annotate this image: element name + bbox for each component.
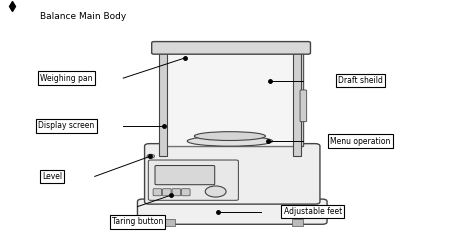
FancyBboxPatch shape <box>172 189 181 196</box>
Text: Taring button: Taring button <box>112 217 163 226</box>
Text: Adjustable feet: Adjustable feet <box>284 207 342 216</box>
Text: Balance Main Body: Balance Main Body <box>40 12 127 21</box>
FancyBboxPatch shape <box>182 189 190 196</box>
Ellipse shape <box>194 132 265 141</box>
Bar <box>167 53 293 146</box>
Circle shape <box>147 154 155 158</box>
Bar <box>164 219 175 226</box>
Ellipse shape <box>187 136 273 146</box>
Text: Menu operation: Menu operation <box>330 137 391 146</box>
FancyBboxPatch shape <box>152 42 310 54</box>
Text: Weighing pan: Weighing pan <box>40 74 92 83</box>
Circle shape <box>205 186 226 197</box>
FancyBboxPatch shape <box>155 166 215 185</box>
FancyBboxPatch shape <box>163 189 171 196</box>
FancyBboxPatch shape <box>145 144 320 204</box>
FancyBboxPatch shape <box>137 199 327 224</box>
Bar <box>293 45 301 156</box>
Text: Display screen: Display screen <box>38 121 94 131</box>
Text: Level: Level <box>42 172 62 181</box>
Bar <box>159 45 167 156</box>
Bar <box>161 50 303 146</box>
FancyBboxPatch shape <box>148 160 238 200</box>
FancyBboxPatch shape <box>153 189 162 196</box>
FancyBboxPatch shape <box>300 90 307 122</box>
Bar <box>227 136 234 146</box>
Bar <box>292 219 303 226</box>
Text: Draft sheild: Draft sheild <box>338 76 383 85</box>
